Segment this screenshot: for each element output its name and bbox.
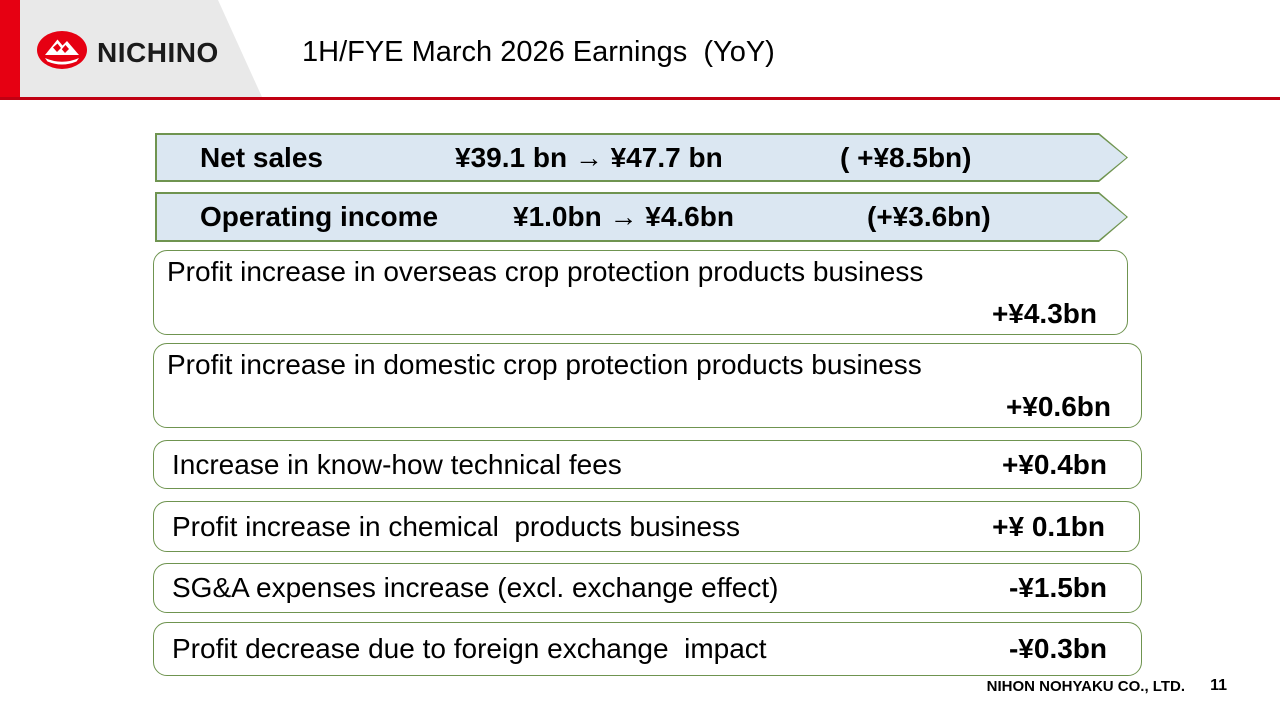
operating-income-label: Operating income: [200, 201, 439, 232]
net-sales-delta: ( +¥8.5bn): [840, 142, 972, 173]
factor-text: Profit increase in overseas crop protect…: [167, 256, 924, 287]
factor-text: Profit increase in domestic crop protect…: [167, 349, 922, 380]
factor-text: Increase in know-how technical fees: [172, 448, 622, 480]
factor-text: SG&A expenses increase (excl. exchange e…: [172, 572, 779, 603]
factor-box-knowhow-fees: Increase in know-how technical fees +¥0.…: [153, 440, 1142, 489]
banner-arrow-fill: [157, 194, 1127, 241]
factor-box-chemical-products: Profit increase in chemical products bus…: [153, 501, 1140, 552]
net-sales-label: Net sales: [200, 142, 323, 173]
factor-text: Profit increase in chemical products bus…: [172, 510, 741, 542]
factor-amount: +¥0.4bn: [1001, 448, 1107, 480]
header-red-bar: [0, 0, 20, 97]
factor-amount: +¥4.3bn: [991, 298, 1097, 329]
nichino-logo-icon: [36, 30, 88, 75]
operating-income-delta: (+¥3.6bn): [867, 201, 991, 232]
factor-box-sga-expenses: SG&A expenses increase (excl. exchange e…: [153, 563, 1142, 613]
factor-amount: -¥1.5bn: [1008, 572, 1107, 603]
header-divider-line: [0, 97, 1280, 100]
footer-page-number: 11: [1210, 677, 1227, 694]
factor-text: Profit decrease due to foreign exchange …: [172, 633, 767, 664]
banner-net-sales: Net sales ¥39.1 bn → ¥47.7 bn ( +¥8.5bn): [155, 133, 1128, 182]
banner-arrow-fill: [157, 135, 1127, 181]
factor-amount: -¥0.3bn: [1008, 633, 1107, 664]
factor-amount: +¥0.6bn: [1005, 391, 1111, 422]
page-title: 1H/FYE March 2026 Earnings (YoY): [302, 36, 775, 68]
factor-amount: +¥ 0.1bn: [992, 510, 1105, 542]
operating-income-values: ¥1.0bn → ¥4.6bn: [513, 201, 734, 232]
footer-company-name: NIHON NOHYAKU CO., LTD.: [986, 678, 1185, 695]
factor-box-domestic-crop: Profit increase in domestic crop protect…: [153, 343, 1142, 428]
banner-operating-income: Operating income ¥1.0bn → ¥4.6bn (+¥3.6b…: [155, 192, 1128, 242]
factor-box-fx-impact: Profit decrease due to foreign exchange …: [153, 622, 1142, 676]
factor-box-overseas-crop: Profit increase in overseas crop protect…: [153, 250, 1128, 335]
net-sales-values: ¥39.1 bn → ¥47.7 bn: [455, 142, 723, 173]
logo-wordmark: NICHINO: [97, 36, 219, 68]
company-logo: NICHINO: [36, 30, 219, 75]
